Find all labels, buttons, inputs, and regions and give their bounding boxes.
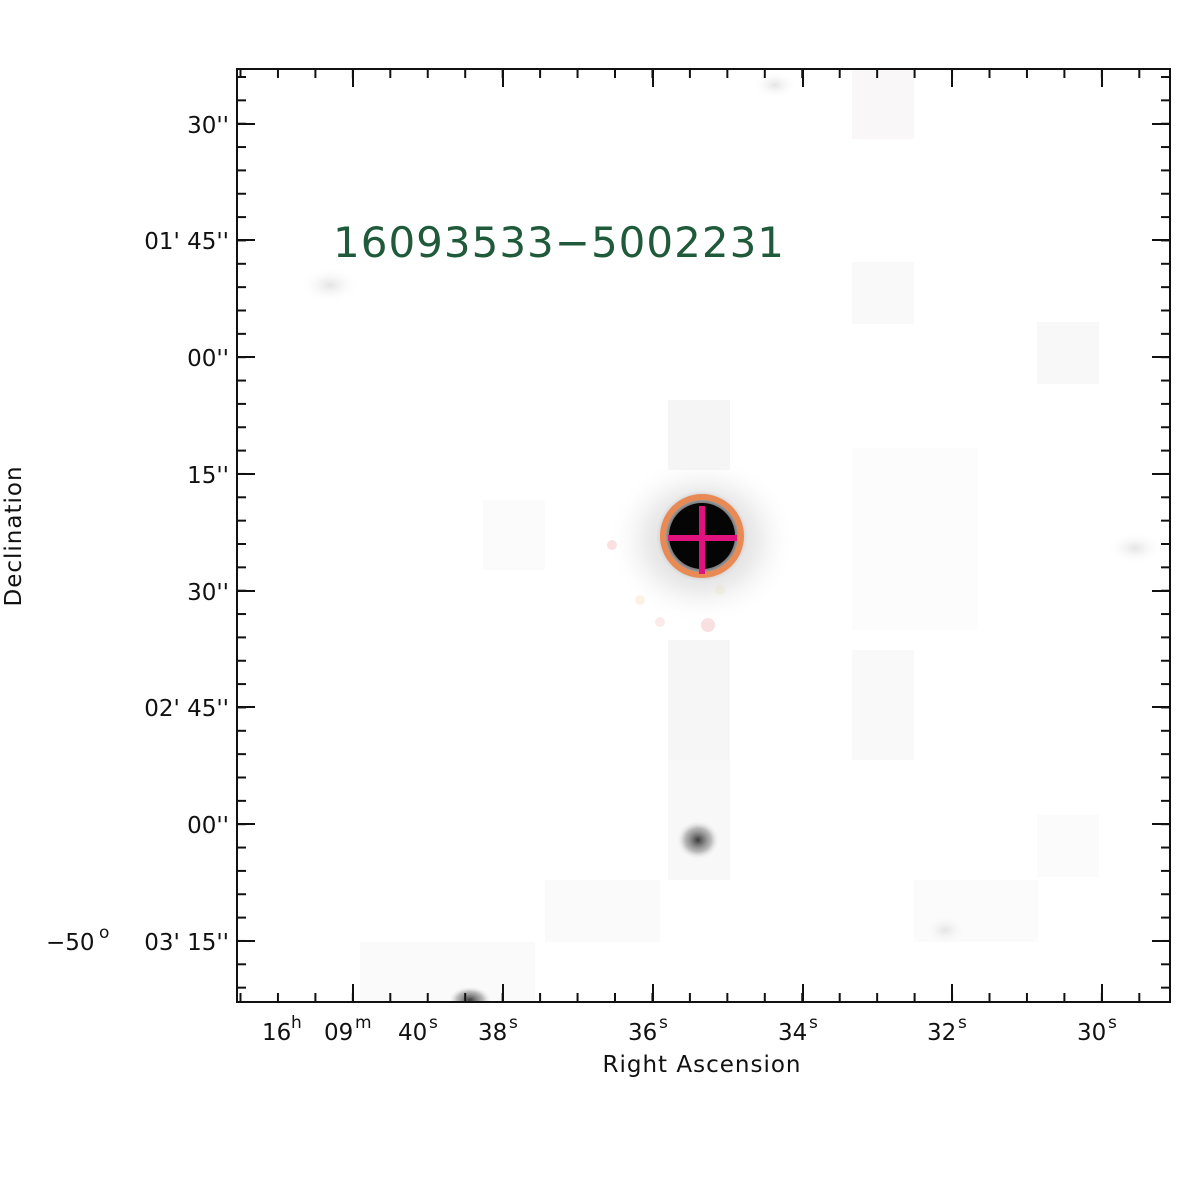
ra-tick-unit: s (809, 1013, 818, 1033)
dec-tick-label: 02' 45'' (144, 696, 229, 722)
background-noise-patch (852, 69, 914, 139)
ra-tick-label: 30 (1077, 1020, 1106, 1046)
ra-tick-label: 38 (478, 1020, 507, 1046)
ra-tick-label: 16 (262, 1020, 291, 1046)
dec-tick-labels: 30'' 01' 45'' 00'' 15'' 30'' 02' 45'' 00… (46, 113, 229, 956)
background-noise-patch (852, 650, 914, 760)
faint-source (753, 71, 797, 99)
ra-tick-unit: s (1108, 1013, 1117, 1033)
faint-source (923, 914, 967, 946)
y-axis-title: Declination (1, 465, 27, 606)
dec-tick-label: 00'' (187, 346, 229, 372)
ra-tick-unit: s (659, 1013, 668, 1033)
background-noise-patch (545, 880, 660, 942)
source-label: 16093533−5002231 (333, 218, 785, 267)
background-noise-patch (1037, 815, 1099, 877)
ra-tick-label: 09 (324, 1020, 353, 1046)
ra-tick-label: 40 (398, 1020, 427, 1046)
faint-source (1107, 532, 1163, 564)
ra-tick-unit: s (429, 1013, 438, 1033)
source-cross-marker (668, 506, 737, 574)
ra-tick-label: 34 (778, 1020, 807, 1046)
ra-tick-unit: h (291, 1013, 302, 1033)
plot-frame (236, 68, 1171, 1003)
background-noise-patch (668, 760, 730, 880)
dec-tick-label: 30'' (187, 580, 229, 606)
ra-tick-unit: s (509, 1013, 518, 1033)
background-noise-patch (852, 448, 978, 630)
noise-pixel (655, 617, 665, 627)
dec-tick-unit: o (99, 923, 109, 943)
faint-source (300, 267, 360, 303)
background-noise-patch (668, 640, 730, 760)
background-noise-patch (852, 262, 914, 324)
tick-marks (237, 69, 1170, 1002)
ra-tick-labels: 16 h 09 m 40 s 38 s 36 s 34 s 32 s 30 s (262, 1013, 1117, 1046)
ra-tick-label: 36 (628, 1020, 657, 1046)
sky-image (237, 69, 1170, 1002)
x-axis-title: Right Ascension (603, 1052, 802, 1078)
ra-tick-unit: s (958, 1013, 967, 1033)
dec-tick-label: −50 (46, 930, 95, 956)
background-noise-patch (483, 500, 545, 570)
secondary-source (448, 986, 492, 1002)
dec-tick-label: 00'' (187, 813, 229, 839)
ra-tick-unit: m (355, 1013, 372, 1033)
secondary-source (676, 820, 720, 860)
dec-tick-label: 30'' (187, 113, 229, 139)
ra-tick-label: 32 (927, 1020, 956, 1046)
aperture-circle (660, 494, 744, 578)
dec-tick-label: 15'' (187, 463, 229, 489)
background-noise-patch (360, 942, 535, 1002)
background-noise-patch (1037, 322, 1099, 384)
dec-tick-label: 01' 45'' (144, 229, 229, 255)
dec-tick-label: 03' 15'' (144, 930, 229, 956)
